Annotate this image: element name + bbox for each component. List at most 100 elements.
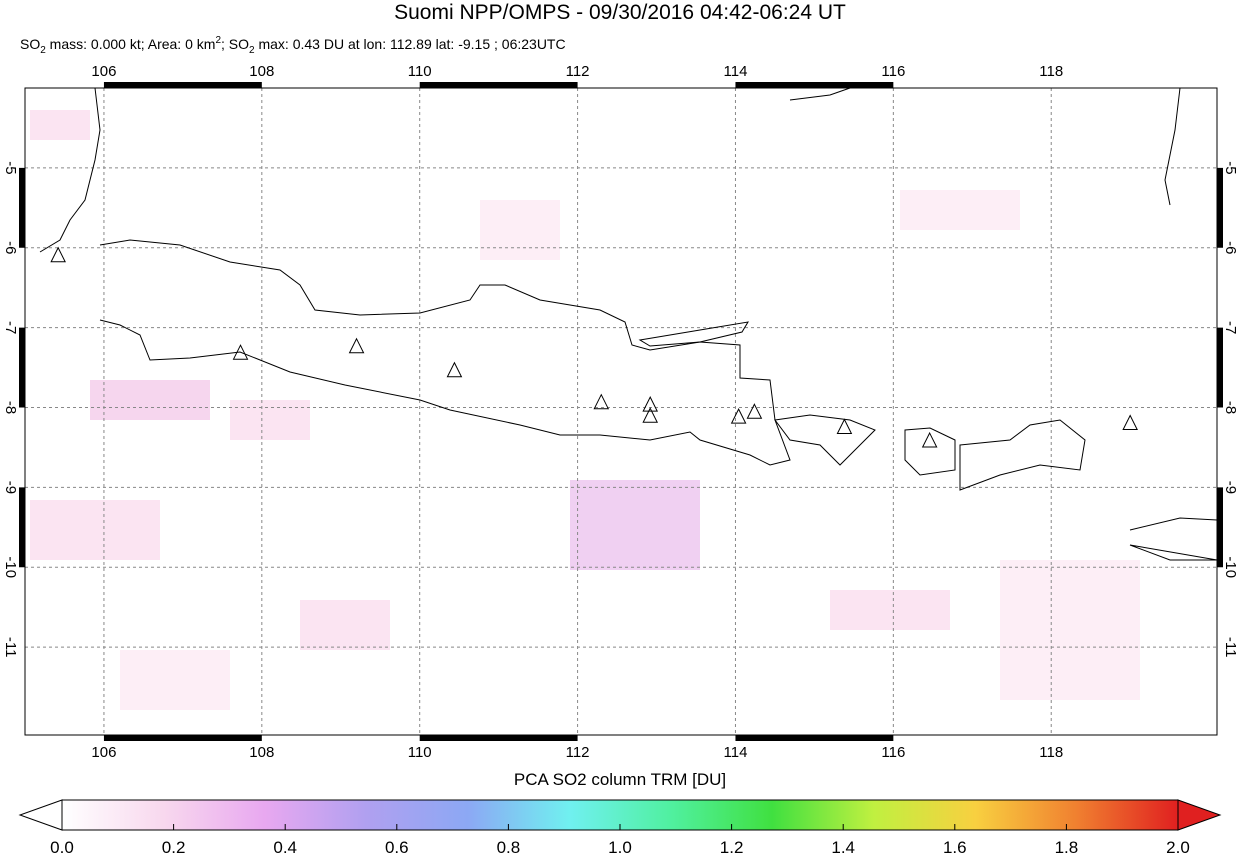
border-bar [1217,327,1223,408]
coast-sulawesi [1164,87,1181,206]
colorbar-tick-label: 1.4 [831,838,855,855]
border-bar [419,735,578,741]
volcano [642,395,659,412]
volcano [642,407,659,423]
border-bar [19,167,25,248]
coast-borneo [789,87,851,101]
colorbar-tick-label: 1.8 [1055,838,1079,855]
pixel [30,500,160,560]
y-tick-label: -5 [1222,161,1239,174]
colorbar-tick-label: 1.6 [943,838,967,855]
border-bar [1217,167,1223,248]
border-bar [419,82,578,88]
y-tick-label: -9 [2,481,19,494]
y-tick-label: -9 [1222,481,1239,494]
x-tick-label: 110 [408,63,432,80]
subtitle-part: 2 [215,35,221,46]
y-tick-label: -8 [1222,401,1239,414]
subtitle: SO2 mass: 0.000 kt; Area: 0 km2; SO2 max… [20,35,566,56]
pixel [1000,560,1140,700]
pixel [30,110,90,140]
colorbar-label: PCA SO2 column TRM [DU] [514,770,726,789]
volcano [921,431,938,448]
colorbar-tick-label: 1.2 [720,838,744,855]
x-tick-label: 114 [724,63,748,80]
x-tick-label: 118 [1039,63,1063,80]
colorbar-over [1177,799,1222,831]
colorbar-tick-label: 1.0 [608,838,632,855]
subtitle-part: mass: 0.000 kt; Area: 0 km [46,36,216,52]
pixel [230,400,310,440]
pixel [480,200,560,260]
y-tick-label: -6 [2,241,19,254]
colorbar-tick-label: 0.6 [385,838,409,855]
volcanoes [50,246,1138,448]
colorbar-tick-label: 0.2 [162,838,186,855]
subtitle-part: SO [20,36,40,52]
coast-sumatra [39,87,101,253]
title: Suomi NPP/OMPS - 09/30/2016 04:42-06:24 … [394,1,846,24]
colorbar-tick-label: 0.0 [50,838,74,855]
x-tick-label: 108 [249,63,274,80]
pixel [830,590,950,630]
x-tick-label: 116 [881,744,905,761]
y-tick-label: -10 [2,556,19,578]
coast-bali [774,414,876,466]
y-tick-label: -11 [2,637,19,658]
colorbar-tick-label: 2.0 [1166,838,1190,855]
y-tick-label: -7 [1222,321,1239,334]
border-bar [735,735,894,741]
y-tick-label: -11 [1222,637,1239,658]
y-tick-label: -7 [2,321,19,334]
coast-sumbawa [959,419,1086,491]
border-bar [19,327,25,408]
subtitle-part: ; SO [221,36,249,52]
map-frame: 106 106 108 108 110 110 112 112 114 114 116 116 118 1… [2,63,1239,761]
coast-sumba [1129,517,1218,561]
volcano [836,418,853,434]
border-bar [735,82,894,88]
pixel [90,380,210,420]
pixel [570,480,700,570]
x-tick-label: 118 [1039,744,1063,761]
pixel [300,600,390,650]
coastlines [39,87,1218,561]
coast-java [99,239,791,466]
colorbar-tick-label: 0.4 [273,838,297,855]
x-tick-label: 110 [408,744,432,761]
y-tick-label: -8 [2,401,19,414]
x-tick-label: 116 [881,63,905,80]
subtitle-part: max: 0.43 DU at lon: 112.89 lat: -9.15 ;… [255,36,566,52]
x-tick-label: 112 [566,744,590,761]
x-tick-label: 106 [91,63,116,80]
border-bar [103,735,262,741]
colorbar-under [18,799,63,831]
volcano [232,344,249,360]
x-tick-label: 114 [724,744,748,761]
x-tick-label: 106 [91,744,116,761]
grid [25,88,1217,735]
border-bar [1217,487,1223,568]
pixel [900,190,1020,230]
y-tick-label: -6 [1222,241,1239,254]
so2-pixels [30,110,1140,710]
x-tick-label: 112 [566,63,590,80]
y-tick-label: -10 [1222,556,1239,578]
volcano [1122,414,1138,430]
map-border [24,87,1218,736]
colorbar: 0.0 0.2 0.4 0.6 0.8 1.0 1.2 1.4 1.6 1.8 2.0 [18,799,1222,857]
subtitle-part: 2 [249,45,255,56]
pixel [120,650,230,710]
border-bar [19,487,25,568]
colorbar-tick-label: 0.8 [497,838,521,855]
x-tick-label: 108 [249,744,274,761]
border-bar [103,82,262,88]
volcano [730,407,747,424]
volcano [593,393,610,410]
volcano [746,403,763,419]
coast-lombok [904,427,956,476]
y-tick-label: -5 [2,161,19,174]
volcano [446,361,463,378]
subtitle-part: 2 [40,45,46,56]
